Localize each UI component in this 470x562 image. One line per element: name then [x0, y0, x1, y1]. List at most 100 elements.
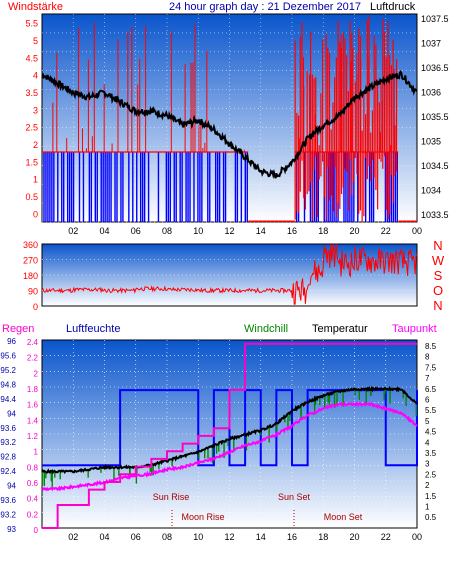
- x-tick-label: 12: [224, 226, 234, 236]
- pressure-axis-ticks: 1037.5 1037 1036.5 1036 1035.5 1035 1034.5 1034…: [421, 14, 449, 220]
- x-tick-label: 04: [99, 532, 109, 542]
- legend-rain: Regen: [2, 323, 34, 335]
- temperature-tick-label: 1.5: [425, 492, 437, 501]
- rain-tick-label: 2.4: [27, 338, 39, 347]
- panel-3-x-ticks: 02 04 06 08 10 12 14 16 18 20 22 00: [68, 532, 422, 542]
- rain-tick-label: 0.4: [27, 495, 39, 504]
- wind-tick-label: 5.5: [25, 19, 38, 29]
- humidity-tick-label: 94: [7, 409, 16, 418]
- rain-tick-label: 0.8: [27, 463, 39, 472]
- rain-line: [42, 342, 417, 529]
- x-tick-label: 06: [131, 226, 141, 236]
- x-tick-label: 16: [287, 532, 297, 542]
- humidity-tick-label: 94: [7, 482, 16, 491]
- wind-tick-label: 4.5: [25, 53, 38, 63]
- compass-tick-label: S: [434, 268, 443, 283]
- x-tick-label: 22: [381, 226, 391, 236]
- rain-tick-label: 0: [34, 526, 39, 535]
- humidity-tick-label: 94.4: [0, 395, 16, 404]
- legend-windchill: Windchill: [244, 323, 288, 335]
- compass-tick-label: N: [433, 298, 442, 313]
- humidity-tick-label: 95.2: [0, 366, 16, 375]
- temperature-tick-label: 2.5: [425, 470, 437, 479]
- x-tick-label: 22: [381, 532, 391, 542]
- humidity-tick-label: 93.6: [0, 496, 16, 505]
- humidity-tick-label: 92.8: [0, 453, 16, 462]
- pressure-tick-label: 1035.5: [421, 112, 449, 122]
- x-tick-label: 18: [318, 532, 328, 542]
- pressure-tick-label: 1036.5: [421, 63, 449, 73]
- pressure-tick-label: 1034: [421, 186, 441, 196]
- temperature-tick-label: 3.5: [425, 449, 437, 458]
- direction-axis-ticks: 360 270 180 90 0: [23, 240, 38, 312]
- wind-tick-label: 2.5: [25, 123, 38, 133]
- x-tick-label: 12: [224, 532, 234, 542]
- x-tick-label: 00: [412, 226, 422, 236]
- x-tick-label: 02: [68, 532, 78, 542]
- pressure-tick-label: 1034.5: [421, 161, 449, 171]
- temperature-tick-label: 7: [425, 374, 430, 383]
- pressure-tick-label: 1037.5: [421, 14, 449, 24]
- temperature-tick-label: 8.5: [425, 342, 437, 351]
- temperature-tick-label: 7.5: [425, 363, 437, 372]
- temperature-tick-label: 4.5: [425, 428, 437, 437]
- humidity-axis-ticks: 96 95.6 95.2 94.8 94.4 94 93.6 93.2 92.8 92.4 94 93…: [0, 337, 16, 534]
- sun-set-label: Sun Set: [278, 492, 311, 502]
- x-tick-label: 20: [349, 532, 359, 542]
- x-tick-label: 10: [193, 226, 203, 236]
- temperature-tick-label: 4: [425, 438, 430, 447]
- humidity-tick-label: 93.2: [0, 511, 16, 520]
- rain-tick-label: 1: [34, 448, 39, 457]
- moon-rise-label: Moon Rise: [181, 512, 224, 522]
- wind-tick-label: 1: [33, 175, 38, 185]
- legend-dewpoint: Taupunkt: [392, 323, 437, 335]
- wind-tick-label: 5: [33, 36, 38, 46]
- rain-tick-label: 1.2: [27, 432, 39, 441]
- temperature-tick-label: 0.5: [425, 513, 437, 522]
- chart-title: 24 hour graph day : 21 Dezember 2017: [169, 1, 361, 13]
- compass-tick-label: N: [433, 238, 442, 253]
- x-tick-label: 04: [99, 226, 109, 236]
- sun-rise-label: Sun Rise: [153, 492, 190, 502]
- x-tick-label: 16: [287, 226, 297, 236]
- wind-tick-label: 3.5: [25, 88, 38, 98]
- wind-tick-label: 0.5: [25, 192, 38, 202]
- pressure-tick-label: 1036: [421, 88, 441, 98]
- rain-tick-label: 0.2: [27, 510, 39, 519]
- humidity-tick-label: 95.6: [0, 351, 16, 360]
- x-tick-label: 00: [412, 532, 422, 542]
- wind-tick-label: 3: [33, 105, 38, 115]
- temperature-tick-label: 3: [425, 460, 430, 469]
- x-tick-label: 08: [162, 532, 172, 542]
- humidity-tick-label: 96: [7, 337, 16, 346]
- humidity-tick-label: 93: [7, 525, 16, 534]
- temperature-tick-label: 8: [425, 353, 430, 362]
- direction-tick-label: 180: [23, 271, 38, 281]
- legend-temperature: Temperatur: [312, 323, 368, 335]
- wind-tick-label: 0: [33, 209, 38, 219]
- humidity-tick-label: 94.8: [0, 380, 16, 389]
- temperature-tick-label: 6.5: [425, 385, 437, 394]
- direction-tick-label: 270: [23, 256, 38, 266]
- wind-axis-ticks: 5.5 5 4.5 4 3.5 3 2.5 2 1.5 1 0.5 0: [25, 19, 38, 220]
- temperature-tick-label: 5.5: [425, 406, 437, 415]
- humidity-tick-label: 93.6: [0, 424, 16, 433]
- rain-tick-label: 1.8: [27, 385, 39, 394]
- header-left-label: Windstärke: [8, 1, 63, 13]
- pressure-tick-label: 1037: [421, 39, 441, 49]
- humidity-tick-label: 92.4: [0, 467, 16, 476]
- x-tick-label: 08: [162, 226, 172, 236]
- wind-tick-label: 1.5: [25, 157, 38, 167]
- x-tick-label: 14: [256, 532, 266, 542]
- x-tick-label: 02: [68, 226, 78, 236]
- compass-tick-label: O: [433, 283, 443, 298]
- direction-tick-label: 360: [23, 240, 38, 250]
- rain-tick-label: 2.2: [27, 354, 39, 363]
- rain-tick-label: 1.4: [27, 416, 39, 425]
- temperature-tick-label: 5: [425, 417, 430, 426]
- panel-1-x-ticks: 02 04 06 08 10 12 14 16 18 20 22 00: [68, 226, 422, 236]
- temperature-tick-label: 2: [425, 481, 430, 490]
- panel-3-grid: [42, 340, 417, 528]
- humidity-tick-label: 93.2: [0, 438, 16, 447]
